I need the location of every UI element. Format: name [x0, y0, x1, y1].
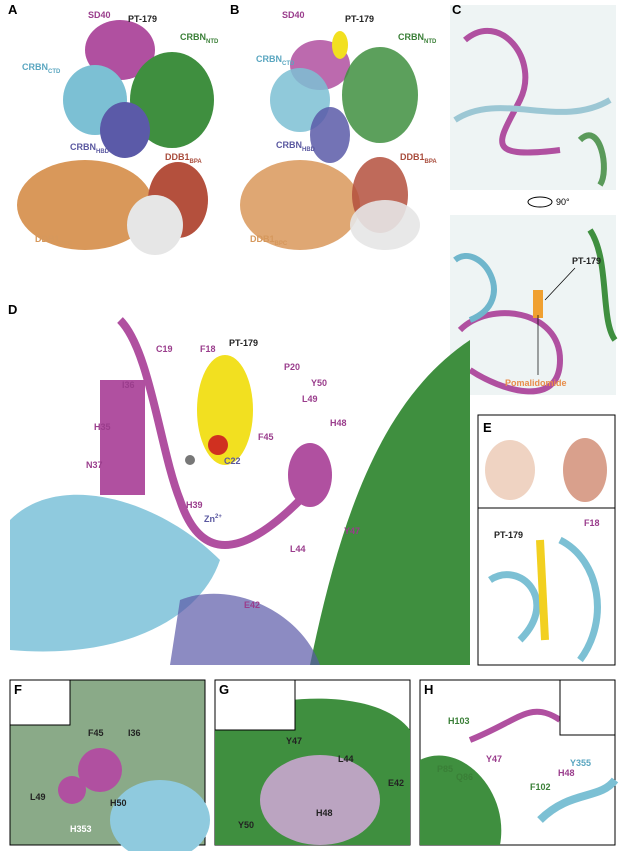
residue-label: H35	[94, 422, 111, 432]
label: PT-179	[345, 14, 374, 24]
panel-letter: C	[452, 2, 462, 17]
residue-label: I36	[122, 380, 135, 390]
panel-h	[419, 679, 619, 846]
panel-d-detail	[10, 317, 470, 665]
panel-c-views	[450, 5, 618, 395]
panel-a-map	[17, 20, 214, 255]
residue-label: H48	[316, 808, 333, 818]
residue-label: N37	[86, 460, 103, 470]
label: CRBNHBD	[70, 142, 110, 155]
residue-label: H353	[70, 824, 92, 834]
residue-label: H48	[330, 418, 347, 428]
panel-letter: H	[424, 682, 433, 697]
residue-label: H50	[110, 798, 127, 808]
residue-label: Y47	[344, 526, 360, 536]
label: CRBNHBD	[276, 140, 316, 153]
residue-label: F45	[88, 728, 104, 738]
label: PT-179	[572, 256, 601, 266]
residue-label: F102	[530, 782, 551, 792]
panel-letter: E	[483, 420, 492, 435]
label: Pomalidomide	[505, 378, 567, 388]
label: DDB1BPC	[35, 234, 73, 247]
label: CRBNNTD	[398, 32, 437, 45]
label: CRBNCTD	[22, 62, 61, 75]
residue-label: H39	[186, 500, 203, 510]
label: DDB1BPA	[165, 152, 202, 165]
panel-letter: B	[230, 2, 239, 17]
panel-letter: D	[8, 302, 17, 317]
label: DDB1BPC	[250, 234, 288, 247]
residue-label: P85	[437, 764, 453, 774]
residue-label: E42	[244, 600, 260, 610]
residue-label: PT-179	[494, 530, 523, 540]
label: SD40	[282, 10, 305, 20]
residue-label: H103	[448, 716, 470, 726]
residue-label: F45	[258, 432, 274, 442]
residue-label: L44	[290, 544, 306, 554]
label: CRBNCTD	[256, 54, 295, 67]
residue-label: Y47	[286, 736, 302, 746]
panel-letter: F	[14, 682, 22, 697]
residue-label: Y47	[486, 754, 502, 764]
residue-label: Y355	[570, 758, 591, 768]
label: PT-179	[128, 14, 157, 24]
residue-label: C19	[156, 344, 173, 354]
panel-letter: A	[8, 2, 18, 17]
residue-label: Y50	[311, 378, 327, 388]
label: 90°	[556, 197, 570, 207]
residue-label: F18	[200, 344, 216, 354]
residue-label: P20	[284, 362, 300, 372]
residue-label: L49	[30, 792, 46, 802]
residue-label: PT-179	[229, 338, 258, 348]
residue-label: I36	[128, 728, 141, 738]
residue-label: L44	[338, 754, 354, 764]
panel-b-cartoon	[240, 31, 420, 250]
residue-label: L49	[302, 394, 318, 404]
panel-e	[477, 414, 616, 666]
residue-label: E42	[388, 778, 404, 788]
residue-label: H48	[558, 768, 575, 778]
label: DDB1BPA	[400, 152, 437, 165]
panel-letter: G	[219, 682, 229, 697]
residue-label: C22	[224, 456, 241, 466]
label: Zn2+	[204, 514, 222, 524]
residue-label: F18	[584, 518, 600, 528]
panel-f	[9, 679, 210, 851]
residue-label: Q86	[456, 772, 473, 782]
label: SD40	[88, 10, 111, 20]
label: CRBNNTD	[180, 32, 219, 45]
residue-label: Y50	[238, 820, 254, 830]
panel-g	[214, 679, 411, 846]
